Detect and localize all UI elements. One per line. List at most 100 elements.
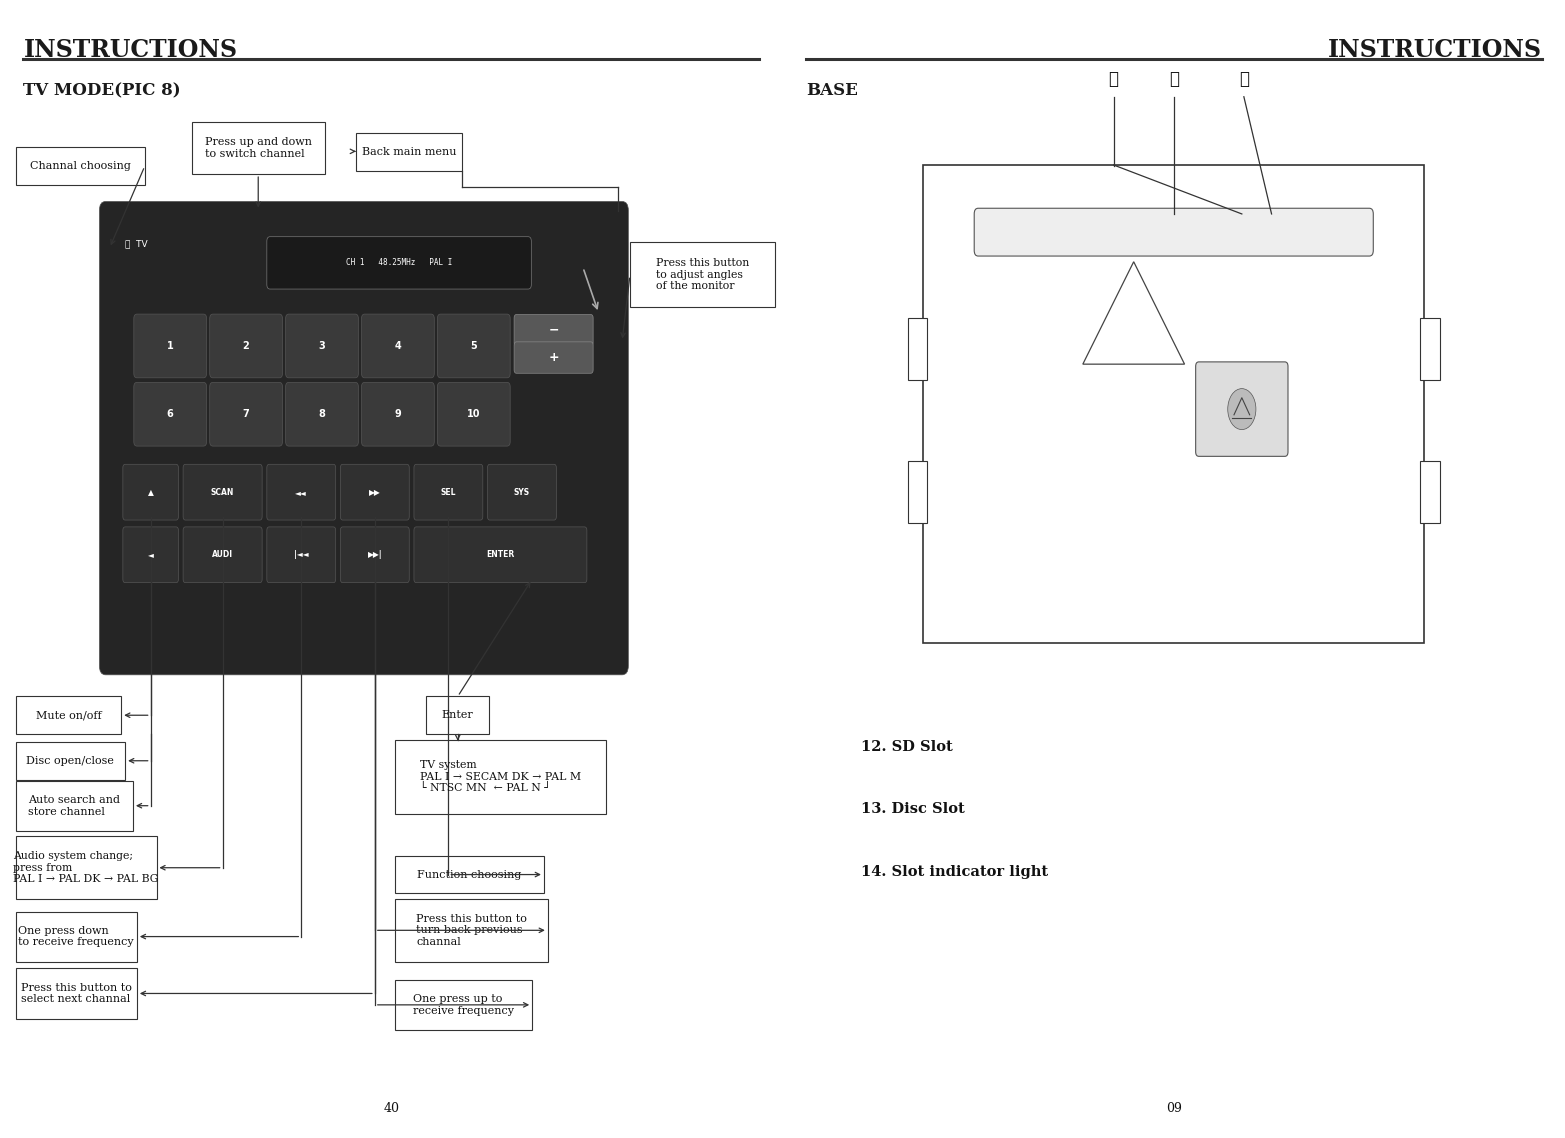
Text: ⑬: ⑬ xyxy=(1108,72,1119,88)
FancyBboxPatch shape xyxy=(286,314,358,378)
FancyBboxPatch shape xyxy=(16,912,138,962)
FancyBboxPatch shape xyxy=(135,382,207,446)
Text: ⑫: ⑫ xyxy=(1239,72,1249,88)
FancyBboxPatch shape xyxy=(16,781,133,831)
FancyBboxPatch shape xyxy=(515,314,593,346)
FancyBboxPatch shape xyxy=(1421,461,1440,523)
Text: One press down
to receive frequency: One press down to receive frequency xyxy=(19,926,135,947)
FancyBboxPatch shape xyxy=(135,314,207,378)
FancyBboxPatch shape xyxy=(210,382,283,446)
FancyBboxPatch shape xyxy=(438,382,510,446)
Text: ▶▶|: ▶▶| xyxy=(368,551,382,559)
Text: 09: 09 xyxy=(1166,1103,1182,1115)
FancyBboxPatch shape xyxy=(515,341,593,373)
FancyBboxPatch shape xyxy=(16,147,144,185)
Text: 5: 5 xyxy=(471,341,477,351)
FancyBboxPatch shape xyxy=(394,899,548,962)
Text: Auto search and
store channel: Auto search and store channel xyxy=(28,795,121,816)
FancyBboxPatch shape xyxy=(487,464,556,520)
Text: SCAN: SCAN xyxy=(211,488,235,496)
FancyBboxPatch shape xyxy=(16,696,122,734)
Text: 2: 2 xyxy=(243,341,249,351)
Text: Disc open/close: Disc open/close xyxy=(27,756,114,766)
FancyBboxPatch shape xyxy=(1421,318,1440,380)
Text: 3: 3 xyxy=(319,341,326,351)
FancyBboxPatch shape xyxy=(122,527,178,583)
Text: 1: 1 xyxy=(167,341,174,351)
FancyBboxPatch shape xyxy=(923,165,1424,643)
FancyBboxPatch shape xyxy=(266,464,335,520)
Text: 40: 40 xyxy=(383,1103,399,1115)
FancyBboxPatch shape xyxy=(16,836,157,899)
FancyBboxPatch shape xyxy=(1196,362,1288,456)
Text: ◄◄: ◄◄ xyxy=(296,488,307,496)
Text: Mute on/off: Mute on/off xyxy=(36,710,102,720)
Text: ENTER: ENTER xyxy=(487,551,515,559)
FancyBboxPatch shape xyxy=(413,527,587,583)
Text: 7: 7 xyxy=(243,410,249,419)
FancyBboxPatch shape xyxy=(192,122,326,174)
Text: ▶▶: ▶▶ xyxy=(369,488,380,496)
FancyBboxPatch shape xyxy=(183,464,263,520)
FancyBboxPatch shape xyxy=(394,740,607,814)
FancyBboxPatch shape xyxy=(266,237,532,289)
Text: 8: 8 xyxy=(319,410,326,419)
Text: Press this button
to adjust angles
of the monitor: Press this button to adjust angles of th… xyxy=(656,258,750,291)
Text: 12. SD Slot: 12. SD Slot xyxy=(861,740,953,753)
FancyBboxPatch shape xyxy=(340,527,408,583)
Text: Press this button to
select next channal: Press this button to select next channal xyxy=(20,983,131,1004)
Text: Audio system change;
press from
PAL I → PAL DK → PAL BG: Audio system change; press from PAL I → … xyxy=(14,851,158,884)
FancyBboxPatch shape xyxy=(394,856,545,893)
Text: 6: 6 xyxy=(167,410,174,419)
Text: TV system
PAL I → SECAM DK → PAL M
└ NTSC MN  ← PAL N ┘: TV system PAL I → SECAM DK → PAL M └ NTS… xyxy=(421,760,581,793)
Text: One press up to
receive frequency: One press up to receive frequency xyxy=(413,995,515,1015)
FancyBboxPatch shape xyxy=(357,133,462,171)
Text: Enter: Enter xyxy=(441,710,474,720)
Text: ◄: ◄ xyxy=(147,551,153,559)
Text: Function choosing: Function choosing xyxy=(418,869,521,880)
Text: Back main menu: Back main menu xyxy=(362,147,455,157)
Text: 4: 4 xyxy=(394,341,401,351)
Text: AUDI: AUDI xyxy=(213,551,233,559)
Text: 10: 10 xyxy=(466,410,480,419)
Text: INSTRUCTIONS: INSTRUCTIONS xyxy=(23,38,238,61)
FancyBboxPatch shape xyxy=(973,208,1374,256)
Text: CH 1   48.25MHz   PAL I: CH 1 48.25MHz PAL I xyxy=(346,258,452,267)
FancyBboxPatch shape xyxy=(183,527,263,583)
FancyBboxPatch shape xyxy=(362,382,435,446)
FancyBboxPatch shape xyxy=(340,464,408,520)
Text: ▲: ▲ xyxy=(147,488,153,496)
FancyBboxPatch shape xyxy=(210,314,283,378)
Text: TV MODE(PIC 8): TV MODE(PIC 8) xyxy=(23,82,182,99)
FancyBboxPatch shape xyxy=(908,318,926,380)
FancyBboxPatch shape xyxy=(362,314,435,378)
Text: SEL: SEL xyxy=(441,488,455,496)
Circle shape xyxy=(1229,389,1257,430)
Text: BASE: BASE xyxy=(806,82,858,99)
FancyBboxPatch shape xyxy=(438,314,510,378)
Text: 14. Slot indicator light: 14. Slot indicator light xyxy=(861,865,1049,879)
Text: 13. Disc Slot: 13. Disc Slot xyxy=(861,802,964,816)
FancyBboxPatch shape xyxy=(629,242,775,307)
Text: INSTRUCTIONS: INSTRUCTIONS xyxy=(1327,38,1542,61)
Polygon shape xyxy=(1083,262,1185,364)
Text: |◄◄: |◄◄ xyxy=(294,551,308,559)
Text: 9: 9 xyxy=(394,410,401,419)
FancyBboxPatch shape xyxy=(394,980,532,1030)
FancyBboxPatch shape xyxy=(122,464,178,520)
FancyBboxPatch shape xyxy=(16,742,125,780)
FancyBboxPatch shape xyxy=(426,696,488,734)
Text: Channal choosing: Channal choosing xyxy=(30,162,130,171)
FancyBboxPatch shape xyxy=(100,201,629,675)
Text: ⑭: ⑭ xyxy=(1169,72,1178,88)
FancyBboxPatch shape xyxy=(908,461,926,523)
FancyBboxPatch shape xyxy=(413,464,482,520)
Text: Press this button to
turn back previous
channal: Press this button to turn back previous … xyxy=(416,914,527,947)
FancyBboxPatch shape xyxy=(16,968,138,1019)
Text: 🖵  TV: 🖵 TV xyxy=(125,239,147,248)
Text: Press up and down
to switch channel: Press up and down to switch channel xyxy=(205,138,311,158)
Text: −: − xyxy=(548,323,559,337)
Text: SYS: SYS xyxy=(513,488,531,496)
Text: +: + xyxy=(548,351,559,364)
FancyBboxPatch shape xyxy=(286,382,358,446)
